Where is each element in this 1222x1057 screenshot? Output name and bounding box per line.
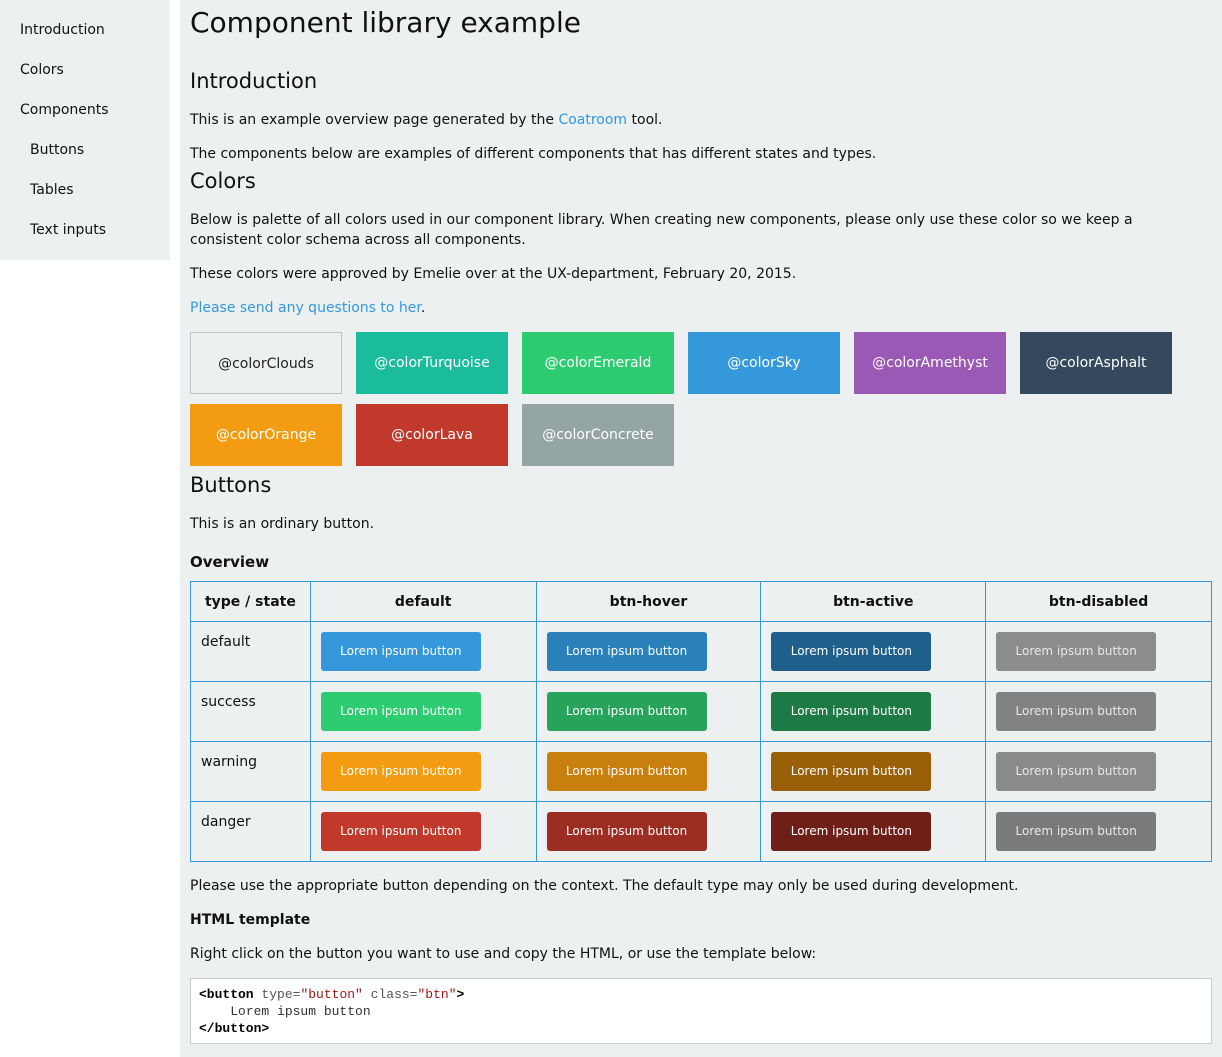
code-close-bracket: > [456,987,465,1002]
row-type-label: success [190,681,311,742]
coatroom-link[interactable]: Coatroom [558,112,628,128]
color-swatch: @colorClouds [190,332,342,394]
colors-paragraph-1: Below is palette of all colors used in o… [190,212,1133,248]
intro-p1-suffix: tool. [627,112,663,128]
color-swatch: @colorAsphalt [1020,332,1172,394]
danger-hover-button[interactable]: Lorem ipsum button [546,812,707,851]
intro-paragraph-1: This is an example overview page generat… [190,110,1212,130]
table-row: default Lorem ipsum button Lorem ipsum but… [190,621,1212,682]
button-cell: Lorem ipsum button [309,741,537,802]
button-cell: Lorem ipsum button [985,801,1212,862]
button-cell: Lorem ipsum button [985,621,1212,682]
header-type-state: type / state [190,581,311,622]
code-attr-class: class= [370,987,418,1002]
sidebar-item-components[interactable]: Components [20,102,109,118]
sidebar-list: Introduction Colors Components Buttons T… [0,0,170,250]
code-attr-type: type= [261,987,301,1002]
success-hover-button[interactable]: Lorem ipsum button [546,692,707,731]
questions-link[interactable]: Please send any questions to her [190,300,421,316]
header-default: default [309,581,537,622]
code-val-type: "button" [300,987,363,1002]
color-swatch: @colorEmerald [522,332,674,394]
intro-p1-prefix: This is an example overview page generat… [190,112,559,128]
row-type-label: danger [190,801,311,862]
sidebar-item-introduction[interactable]: Introduction [20,22,105,38]
intro-paragraph-2: The components below are examples of dif… [190,146,877,162]
main-content: Component library example Introduction T… [180,0,1222,1057]
colors-paragraph-2: These colors were approved by Emelie ove… [190,266,797,282]
button-cell: Lorem ipsum button [985,681,1212,742]
success-active-button[interactable]: Lorem ipsum button [771,692,932,731]
button-cell: Lorem ipsum button [760,621,987,682]
header-btn-hover: btn-hover [535,581,762,622]
buttons-heading: Buttons [190,473,272,497]
default-disabled-button[interactable]: Lorem ipsum button [996,632,1157,671]
default-active-button[interactable]: Lorem ipsum button [771,632,932,671]
button-cell: Lorem ipsum button [535,801,762,862]
color-swatch: @colorOrange [190,404,342,466]
button-cell: Lorem ipsum button [535,621,762,682]
code-val-class: "btn" [417,987,457,1002]
table-header-row: type / state default btn-hover btn-activ… [190,581,1212,622]
header-btn-active: btn-active [760,581,987,622]
success-disabled-button[interactable]: Lorem ipsum button [996,692,1157,731]
code-inner-text: Lorem ipsum button [230,1004,371,1019]
table-row: danger Lorem ipsum button Lorem ipsum butt… [190,801,1212,862]
page-title: Component library example [190,6,581,39]
colors-paragraph-3: Please send any questions to her. [190,298,1212,318]
button-cell: Lorem ipsum button [985,741,1212,802]
sidebar-item-tables[interactable]: Tables [30,182,74,198]
danger-default-button[interactable]: Lorem ipsum button [320,812,481,851]
warning-active-button[interactable]: Lorem ipsum button [771,752,932,791]
warning-disabled-button[interactable]: Lorem ipsum button [996,752,1157,791]
header-btn-disabled: btn-disabled [985,581,1212,622]
warning-default-button[interactable]: Lorem ipsum button [320,752,481,791]
color-swatch: @colorLava [356,404,508,466]
table-row: success Lorem ipsum button Lorem ipsum but… [190,681,1212,742]
buttons-description: This is an ordinary button. [190,516,375,532]
row-type-label: default [190,621,311,682]
danger-disabled-button[interactable]: Lorem ipsum button [996,812,1157,851]
button-cell: Lorem ipsum button [535,741,762,802]
success-default-button[interactable]: Lorem ipsum button [320,692,481,731]
button-cell: Lorem ipsum button [309,801,537,862]
sidebar-item-buttons[interactable]: Buttons [30,142,85,158]
code-end-tag: </button> [199,1021,270,1036]
sidebar-item-text-inputs[interactable]: Text inputs [30,222,107,238]
usage-paragraph: Please use the appropriate button depend… [190,878,1019,894]
colors-heading: Colors [190,169,256,193]
button-cell: Lorem ipsum button [760,681,987,742]
code-block[interactable]: <button type="button" class="btn"> Lorem… [190,978,1212,1044]
button-cell: Lorem ipsum button [309,681,537,742]
color-swatch: @colorConcrete [522,404,674,466]
default-default-button[interactable]: Lorem ipsum button [320,632,481,671]
color-swatch: @colorSky [688,332,840,394]
table-row: warning Lorem ipsum button Lorem ipsum but… [190,741,1212,802]
button-cell: Lorem ipsum button [760,741,987,802]
button-cell: Lorem ipsum button [760,801,987,862]
sidebar-nav: Introduction Colors Components Buttons T… [0,0,170,260]
questions-link-suffix: . [420,300,426,316]
default-hover-button[interactable]: Lorem ipsum button [546,632,707,671]
intro-heading: Introduction [190,69,318,93]
template-description: Right click on the button you want to us… [190,946,817,962]
color-swatch: @colorTurquoise [356,332,508,394]
overview-heading: Overview [190,553,270,571]
warning-hover-button[interactable]: Lorem ipsum button [546,752,707,791]
row-type-label: warning [190,741,311,802]
color-swatch: @colorAmethyst [854,332,1006,394]
button-cell: Lorem ipsum button [535,681,762,742]
button-states-table: type / state default btn-hover btn-activ… [190,581,1212,862]
danger-active-button[interactable]: Lorem ipsum button [771,812,932,851]
button-cell: Lorem ipsum button [309,621,537,682]
sidebar-item-colors[interactable]: Colors [20,62,64,78]
code-open-tag: <button [199,987,254,1002]
html-template-heading: HTML template [190,912,311,928]
color-swatches: @colorClouds @colorTurquoise @colorEmerald… [190,332,1190,476]
